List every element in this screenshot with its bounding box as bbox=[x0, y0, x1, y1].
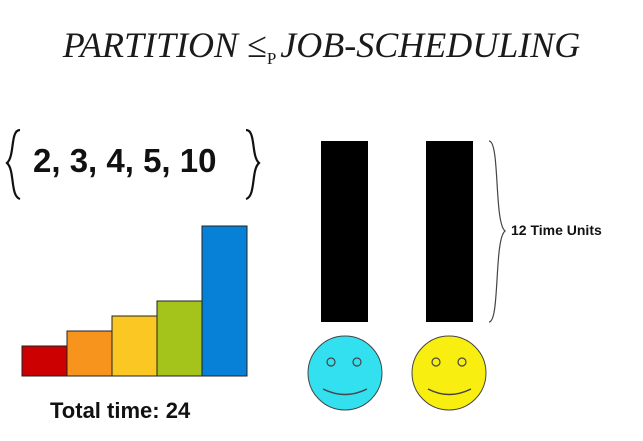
face-2-smile bbox=[427, 388, 472, 396]
slide-title: PARTITION ≤P JOB-SCHEDULING bbox=[0, 24, 643, 69]
face-1-left-eye bbox=[326, 357, 336, 367]
left-brace bbox=[5, 128, 21, 201]
smiley-face-1 bbox=[307, 335, 383, 411]
face-1-circle bbox=[307, 335, 383, 411]
face-2-circle bbox=[411, 335, 487, 411]
set-braces bbox=[5, 128, 261, 201]
face-2-left-eye bbox=[431, 357, 441, 367]
smiley-face-2 bbox=[411, 335, 487, 411]
job-bar-10 bbox=[201, 225, 248, 377]
job-bar-chart bbox=[21, 225, 248, 377]
total-time-label: Total time: 24 bbox=[50, 398, 191, 423]
job-set: 2, 3, 4, 5, 10 bbox=[4, 126, 266, 204]
title-subscript: P bbox=[266, 49, 277, 68]
job-bar-3 bbox=[66, 330, 113, 377]
time-units-label: 12 Time Units bbox=[511, 222, 602, 238]
face-2-right-eye bbox=[457, 357, 467, 367]
machine-1-bar bbox=[321, 141, 368, 322]
title-operator: ≤ bbox=[247, 25, 267, 65]
time-brace bbox=[488, 140, 506, 323]
right-brace bbox=[245, 128, 261, 201]
job-bar-4 bbox=[111, 315, 158, 377]
set-values: 2, 3, 4, 5, 10 bbox=[33, 142, 217, 179]
face-1-smile bbox=[322, 388, 368, 396]
job-bar-5 bbox=[156, 300, 203, 377]
machine-2-bar bbox=[426, 141, 473, 322]
title-left: PARTITION bbox=[62, 25, 248, 65]
face-1-right-eye bbox=[352, 357, 362, 367]
title-right: JOB-SCHEDULING bbox=[280, 25, 581, 65]
